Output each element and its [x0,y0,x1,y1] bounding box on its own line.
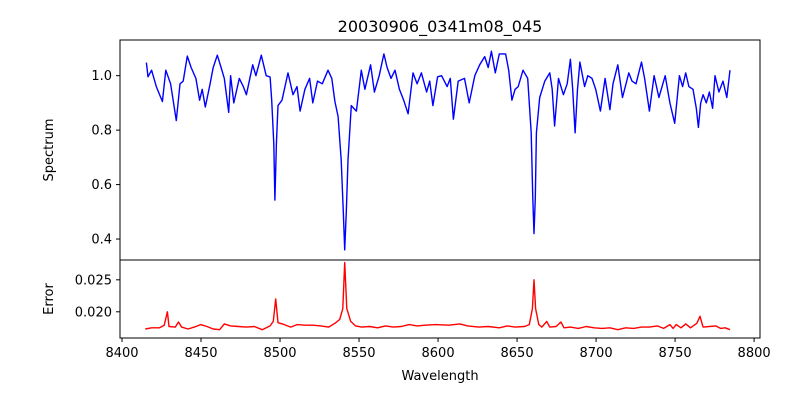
x-tick-label: 8400 [105,346,138,361]
error-y-tick-label: 0.020 [75,305,112,320]
x-tick-label: 8450 [184,346,217,361]
spectrum-y-tick-label: 0.8 [91,124,112,139]
error-y-tick-label: 0.025 [75,273,112,288]
x-tick-label: 8500 [263,346,296,361]
spectrum-y-tick-label: 0.4 [91,233,112,248]
chart-title: 20030906_0341m08_045 [338,17,543,37]
x-tick-label: 8750 [659,346,692,361]
spectrum-series-line [145,50,731,251]
spectrum-y-label: Spectrum [42,119,57,182]
error-axes: 0.020 0.025 8400 8450 8500 8550 8600 8650 8700 87… [75,259,771,361]
error-axes-frame [119,259,761,339]
spectrum-axes: 0.4 0.6 0.8 1.0 [91,39,761,261]
error-y-label: Error [42,283,57,315]
error-series-line [145,261,731,331]
spectrum-y-tick-label: 0.6 [91,178,112,193]
spectrum-y-tick-label: 1.0 [91,69,112,84]
spectrum-axes-frame [119,39,761,261]
x-tick-label: 8600 [422,346,455,361]
x-tick-label: 8800 [738,346,771,361]
x-tick-label: 8650 [501,346,534,361]
x-tick-label: 8700 [580,346,613,361]
x-axis-label: Wavelength [401,369,478,384]
x-tick-label: 8550 [342,346,375,361]
